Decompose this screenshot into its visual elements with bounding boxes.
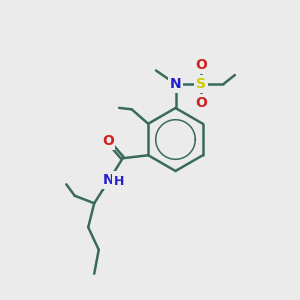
Text: O: O (102, 134, 114, 148)
Text: N: N (103, 173, 114, 187)
Text: O: O (195, 96, 207, 110)
Text: S: S (196, 77, 206, 91)
Text: O: O (195, 58, 207, 72)
Text: N: N (170, 77, 181, 91)
Text: H: H (114, 175, 124, 188)
